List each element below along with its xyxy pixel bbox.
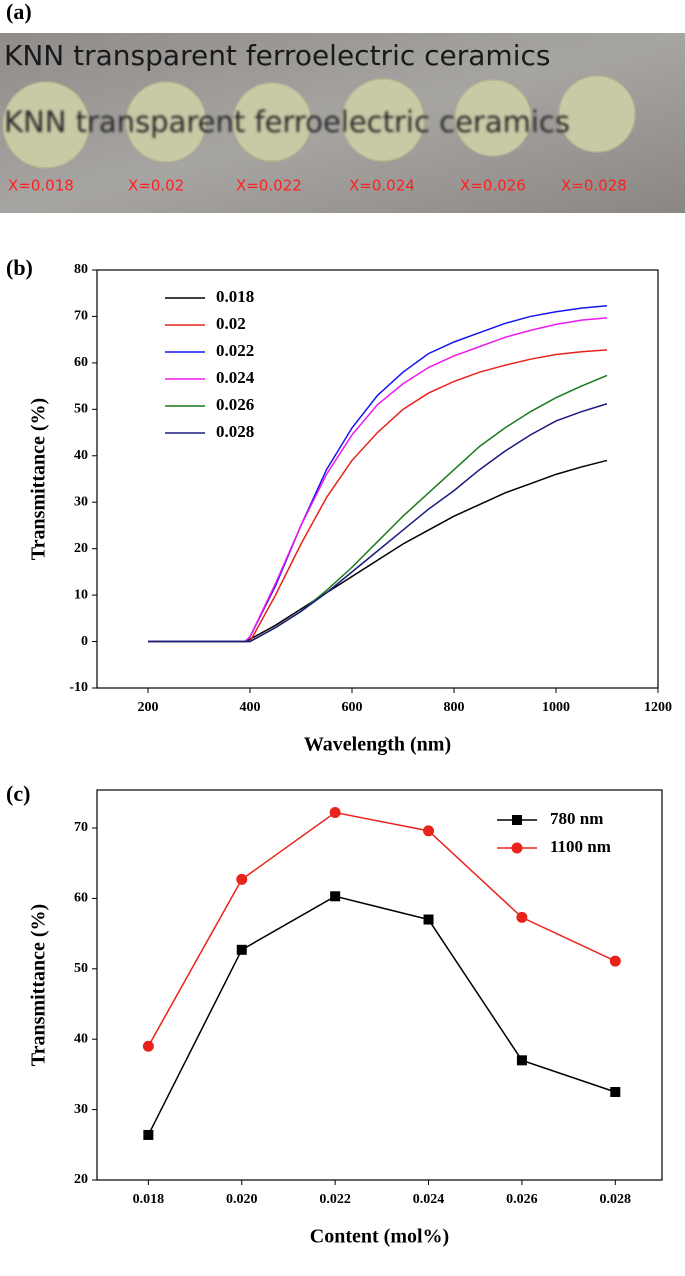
x-tick-label: 0.022 <box>319 1192 351 1207</box>
x-tick-label: 800 <box>444 700 465 715</box>
ceramic-disk <box>558 75 636 153</box>
legend-label: 0.028 <box>216 422 254 441</box>
marker <box>143 1129 154 1140</box>
series-line <box>148 374 608 643</box>
sample-label: X=0.026 <box>460 177 526 195</box>
chart: (c) 20 30 40 50 60 70 0.018 0.020 0.022 0.024 0.026… <box>6 781 663 1248</box>
legend-label: 0.022 <box>216 341 254 360</box>
marker <box>516 911 528 923</box>
marker <box>142 1040 154 1052</box>
panel-label: (b) <box>6 255 33 280</box>
plot-frame <box>96 789 663 1181</box>
sample-labels: X=0.018 X=0.02 X=0.022 X=0.024 X=0.026 X=0.02… <box>8 177 627 195</box>
x-tick-label: 0.026 <box>506 1192 538 1207</box>
marker <box>423 825 435 837</box>
x-tick-label: 0.028 <box>600 1192 632 1207</box>
sample-label: X=0.022 <box>236 177 302 195</box>
y-tick-label: -10 <box>69 680 88 695</box>
x-tick-label: 0.020 <box>226 1192 258 1207</box>
ceramic-disk <box>2 81 90 169</box>
marker <box>330 891 341 902</box>
y-tick-label: 40 <box>74 1031 88 1046</box>
x-tick-label: 0.018 <box>133 1192 165 1207</box>
y-tick-label: 60 <box>74 891 88 906</box>
plot-frame <box>96 269 659 689</box>
x-tick-label: 1200 <box>644 700 672 715</box>
y-tick-label: 20 <box>74 1172 88 1187</box>
y-tick-label: 50 <box>74 402 88 417</box>
marker <box>511 842 523 854</box>
photo-caption: KNN transparent ferroelectric ceramics <box>4 39 550 72</box>
y-tick-label: 10 <box>74 587 88 602</box>
ceramic-disk <box>232 82 312 162</box>
marker <box>329 807 341 819</box>
marker <box>610 1087 621 1098</box>
charts: (b) -10 0 10 20 30 40 50 60 70 80 200 400 600 800 1000 1… <box>6 255 672 1248</box>
x-axis-title: Content (mol%) <box>310 1226 449 1248</box>
series-line <box>148 403 608 643</box>
marker <box>516 1055 527 1066</box>
series-line <box>148 459 608 643</box>
y-tick-label: 70 <box>74 309 88 324</box>
sample-label: X=0.02 <box>128 177 184 195</box>
chart: (b) -10 0 10 20 30 40 50 60 70 80 200 400 600 800 1000 1… <box>6 255 672 756</box>
panel-label: (c) <box>6 781 30 806</box>
ceramic-disk <box>341 78 425 162</box>
y-tick-label: 20 <box>74 541 88 556</box>
y-tick-label: 70 <box>74 820 88 835</box>
x-tick-label: 600 <box>342 700 363 715</box>
y-tick-label: 30 <box>74 494 88 509</box>
x-tick-label: 1000 <box>542 700 570 715</box>
y-axis-title: Transmittance (%) <box>28 904 50 1066</box>
y-tick-label: 60 <box>74 355 88 370</box>
series-line <box>147 895 616 1136</box>
series-line <box>147 811 616 1047</box>
y-tick-label: 30 <box>74 1102 88 1117</box>
marker <box>236 873 248 885</box>
ceramic-disk <box>125 81 207 163</box>
photo: KNN transparent ferroelectric ceramics K… <box>0 33 685 213</box>
y-tick-label: 80 <box>74 262 88 277</box>
x-tick-label: 400 <box>240 700 261 715</box>
marker <box>512 815 522 825</box>
sample-label: X=0.024 <box>349 177 415 195</box>
series-line <box>148 317 608 643</box>
legend-label: 0.024 <box>216 368 255 387</box>
y-tick-label: 0 <box>81 634 88 649</box>
marker <box>236 944 247 955</box>
ceramic-disk <box>454 79 532 157</box>
legend-label: 780 nm <box>550 809 603 828</box>
sample-label: X=0.028 <box>561 177 627 195</box>
y-tick-label: 40 <box>74 448 88 463</box>
x-tick-label: 200 <box>138 700 159 715</box>
sample-label: X=0.018 <box>8 177 74 195</box>
photo-caption-through-disks: KNN transparent ferroelectric ceramics <box>4 105 570 139</box>
legend-label: 0.026 <box>216 395 254 414</box>
legend-label: 0.018 <box>216 287 254 306</box>
legend-label: 1100 nm <box>550 837 611 856</box>
y-tick-label: 50 <box>74 961 88 976</box>
panel-label: (a) <box>6 0 32 24</box>
x-axis-title: Wavelength (nm) <box>304 734 451 756</box>
marker <box>423 914 434 925</box>
y-axis-title: Transmittance (%) <box>28 398 50 560</box>
marker <box>609 955 621 967</box>
series-line <box>148 349 608 643</box>
legend-label: 0.02 <box>216 314 246 333</box>
x-tick-label: 0.024 <box>413 1192 445 1207</box>
